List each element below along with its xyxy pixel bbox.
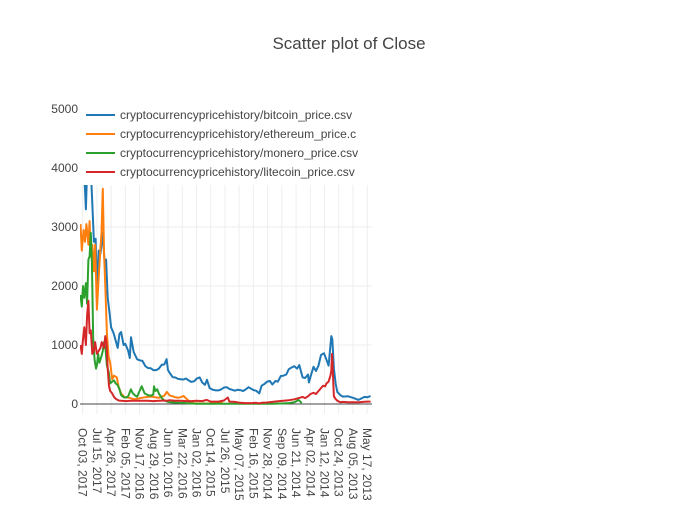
chart-title: Scatter plot of Close	[272, 34, 425, 53]
x-tick-label: Jun 21, 2014	[289, 428, 303, 498]
legend-item[interactable]: cryptocurrencypricehistory/litecoin_pric…	[86, 165, 355, 179]
legend-item[interactable]: cryptocurrencypricehistory/bitcoin_price…	[86, 108, 352, 122]
legend-label: cryptocurrencypricehistory/bitcoin_price…	[120, 108, 352, 122]
x-tick-label: Aug 05, 2013	[346, 428, 360, 500]
legend[interactable]: cryptocurrencypricehistory/bitcoin_price…	[82, 104, 374, 182]
x-tick-label: Feb 16, 2015	[246, 428, 260, 499]
legend-label: cryptocurrencypricehistory/ethereum_pric…	[120, 127, 356, 141]
series-lines	[80, 185, 371, 405]
x-tick-label: Oct 03, 2017	[76, 428, 90, 497]
x-tick-label: Jun 10, 2016	[161, 428, 175, 498]
y-tick-label: 2000	[51, 279, 78, 293]
x-tick-label: Jan 12, 2014	[318, 428, 332, 498]
x-axis-ticks: Oct 03, 2017 Jul 15, 2017 Apr 26, 2017 Feb …	[76, 428, 375, 501]
x-tick-label: Aug 29, 2016	[147, 428, 161, 500]
y-tick-label: 5000	[51, 102, 78, 116]
y-tick-label: 0	[71, 397, 78, 411]
x-tick-label: Apr 02, 2014	[303, 428, 317, 497]
y-tick-label: 1000	[51, 338, 78, 352]
y-axis-ticks: 0 1000 2000 3000 4000 5000	[51, 102, 78, 411]
y-tick-label: 3000	[51, 220, 78, 234]
x-tick-label: Nov 28, 2014	[261, 428, 275, 500]
legend-label: cryptocurrencypricehistory/litecoin_pric…	[120, 165, 355, 179]
series-line-1	[83, 185, 371, 401]
x-tick-label: May 07, 2015	[232, 428, 246, 500]
x-tick-label: Jul 26, 2015	[218, 428, 232, 494]
x-tick-label: Sep 09, 2014	[275, 428, 289, 500]
legend-label: cryptocurrencypricehistory/monero_price.…	[120, 146, 358, 160]
x-tick-label: Oct 24, 2013	[332, 428, 346, 497]
x-tick-label: Feb 05, 2017	[118, 428, 132, 499]
x-tick-label: Apr 26, 2017	[104, 428, 118, 497]
legend-item[interactable]: cryptocurrencypricehistory/ethereum_pric…	[86, 127, 356, 141]
x-tick-label: Oct 14, 2015	[204, 428, 218, 497]
y-tick-label: 4000	[51, 161, 78, 175]
x-tick-label: May 17, 2013	[360, 428, 374, 500]
x-tick-label: Nov 17, 2016	[133, 428, 147, 500]
x-tick-label: Mar 22, 2016	[175, 428, 189, 499]
legend-item[interactable]: cryptocurrencypricehistory/monero_price.…	[86, 146, 358, 160]
series-line-4	[80, 299, 371, 405]
grid-lines	[80, 185, 372, 414]
x-tick-label: Jan 02, 2016	[189, 428, 203, 498]
legend-background	[82, 104, 374, 182]
x-tick-label: Jul 15, 2017	[90, 428, 104, 494]
